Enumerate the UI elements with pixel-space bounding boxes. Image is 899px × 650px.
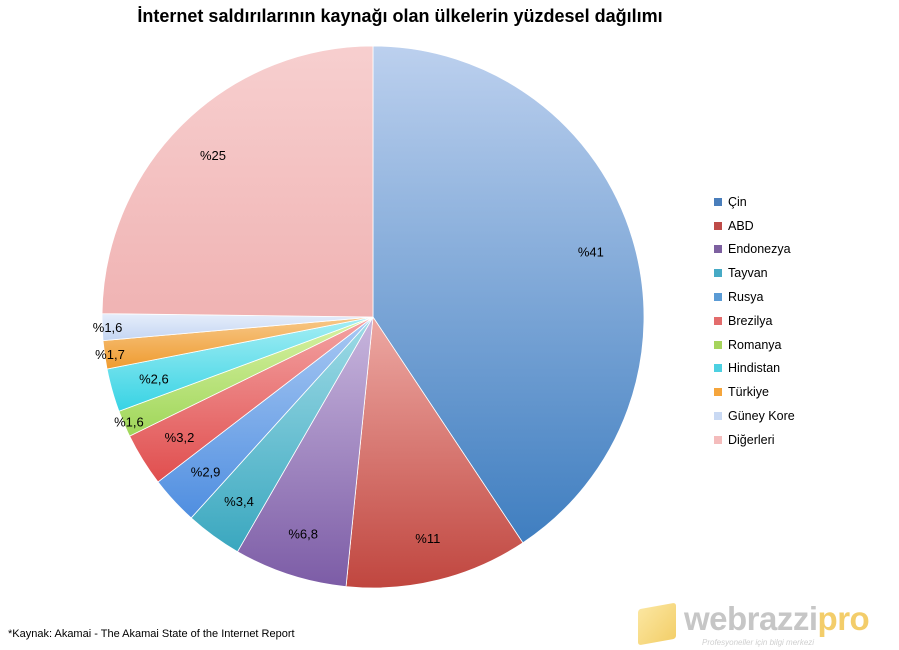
- legend-swatch-1: [714, 221, 722, 230]
- chart-title: İnternet saldırılarının kaynağı olan ülk…: [137, 6, 663, 26]
- legend-swatch-4: [714, 293, 722, 302]
- legend-item-0: Çin: [714, 190, 795, 214]
- legend-item-2: Endonezya: [714, 238, 795, 262]
- webrazzi-pro-logo: webrazzipro Profesyoneller için bilgi me…: [634, 600, 894, 650]
- legend-label-6: Romanya: [728, 337, 782, 352]
- pie-slice-1: [345, 315, 524, 589]
- legend-label-7: Hindistan: [728, 361, 781, 376]
- legend-label-5: Brezilya: [728, 313, 773, 328]
- legend-label-3: Tayvan: [728, 266, 768, 281]
- pie-data-label-3: %3,4: [224, 494, 254, 509]
- legend-item-5: Brezilya: [714, 309, 795, 333]
- pie-slice-10: [101, 45, 374, 318]
- pie-data-label-6: %1,6: [114, 415, 144, 430]
- legend-swatch-3: [714, 269, 722, 278]
- legend-label-2: Endonezya: [728, 242, 791, 257]
- legend-swatch-9: [714, 412, 722, 421]
- logo-cube-icon: [638, 602, 676, 646]
- legend-item-4: Rusya: [714, 285, 795, 309]
- pie-data-label-5: %3,2: [165, 430, 195, 445]
- logo-wordmark: webrazzipro: [684, 600, 870, 637]
- pie-data-label-8: %1,7: [95, 347, 125, 362]
- legend-swatch-7: [714, 364, 722, 373]
- legend-swatch-6: [714, 340, 722, 349]
- pie-slices: [101, 45, 645, 589]
- legend-label-4: Rusya: [728, 290, 764, 305]
- legend-item-9: Güney Kore: [714, 404, 795, 428]
- legend-swatch-0: [714, 197, 722, 206]
- pie-data-labels: %41 %11 %6,8 %3,4%2,9 %3,2 %1,6 %2,6 %1,7 %1,6 %2…: [93, 148, 604, 546]
- legend-swatch-10: [714, 435, 722, 444]
- legend-swatch-5: [714, 316, 722, 325]
- legend-item-6: Romanya: [714, 333, 795, 357]
- logo-tagline: Profesyoneller için bilgi merkezi: [702, 638, 815, 647]
- source-note: *Kaynak: Akamai - The Akamai State of th…: [8, 628, 295, 640]
- legend-label-8: Türkiye: [728, 385, 769, 400]
- legend-label-9: Güney Kore: [728, 409, 795, 424]
- legend-item-7: Hindistan: [714, 357, 795, 381]
- pie-data-label-0: %41: [578, 244, 604, 259]
- legend-label-0: Çin: [728, 194, 747, 209]
- pie-data-label-7: %2,6: [139, 372, 169, 387]
- legend-item-1: ABD: [714, 214, 795, 238]
- pie-data-label-10: %25: [200, 148, 226, 163]
- legend-item-10: Diğerleri: [714, 428, 795, 452]
- pie-slice-2: [236, 316, 374, 588]
- legend-swatch-2: [714, 245, 722, 254]
- pie-data-label-2: %6,8: [288, 527, 318, 542]
- pie-data-label-4: %2,9: [191, 464, 221, 479]
- legend-item-3: Tayvan: [714, 261, 795, 285]
- legend-swatch-8: [714, 388, 722, 397]
- legend-item-8: Türkiye: [714, 380, 795, 404]
- legend-label-1: ABD: [728, 218, 754, 233]
- pie-data-label-9: %1,6: [93, 320, 123, 335]
- pie-data-label-1: %11: [415, 531, 440, 546]
- legend-label-10: Diğerleri: [728, 432, 775, 447]
- chart-legend: Çin ABD Endonezya Tayvan Rusya Brezilya Romany…: [714, 190, 795, 452]
